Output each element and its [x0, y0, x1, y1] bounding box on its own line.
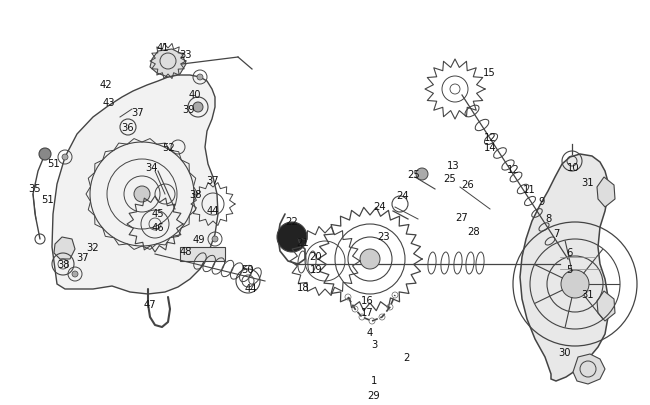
Text: 41: 41: [157, 43, 169, 53]
Text: 24: 24: [396, 190, 410, 200]
Text: 43: 43: [103, 98, 115, 108]
Circle shape: [39, 149, 51, 161]
Circle shape: [197, 75, 203, 81]
Text: 28: 28: [468, 226, 480, 237]
Text: 37: 37: [77, 252, 89, 262]
Text: 39: 39: [183, 105, 195, 115]
Text: 29: 29: [368, 390, 380, 400]
Text: 47: 47: [144, 299, 156, 309]
Text: 44: 44: [207, 205, 219, 215]
Text: 22: 22: [285, 216, 298, 226]
Text: 19: 19: [309, 264, 322, 274]
Text: 3: 3: [371, 339, 377, 349]
Polygon shape: [52, 76, 218, 294]
Text: 20: 20: [309, 252, 322, 261]
Circle shape: [212, 237, 218, 243]
Circle shape: [416, 168, 428, 181]
Text: 38: 38: [58, 259, 70, 269]
Circle shape: [193, 103, 203, 113]
Polygon shape: [597, 291, 615, 321]
Text: 25: 25: [408, 170, 421, 179]
Text: 15: 15: [482, 68, 495, 78]
Text: 36: 36: [122, 123, 135, 133]
Polygon shape: [520, 155, 608, 381]
Text: 13: 13: [447, 161, 460, 171]
Text: 2: 2: [403, 352, 410, 362]
Text: 17: 17: [361, 307, 373, 317]
Text: 51: 51: [42, 194, 55, 205]
Text: 30: 30: [559, 347, 571, 357]
Text: 34: 34: [146, 162, 158, 173]
Text: 52: 52: [162, 143, 176, 153]
Circle shape: [72, 271, 78, 277]
Text: 46: 46: [151, 222, 164, 232]
Polygon shape: [150, 50, 186, 78]
Text: 31: 31: [582, 289, 594, 299]
Text: 35: 35: [29, 183, 42, 194]
Text: 40: 40: [188, 90, 202, 100]
Text: 14: 14: [484, 143, 497, 153]
Circle shape: [277, 222, 307, 252]
Text: 4: 4: [367, 327, 373, 337]
Text: 1: 1: [370, 375, 377, 385]
Text: 49: 49: [192, 234, 205, 244]
Text: 27: 27: [456, 213, 469, 222]
Text: 24: 24: [374, 202, 386, 211]
Text: 25: 25: [443, 174, 456, 183]
Text: 37: 37: [132, 108, 144, 118]
Text: 21: 21: [296, 237, 309, 247]
Text: 6: 6: [566, 247, 572, 257]
Text: 8: 8: [546, 213, 552, 224]
Text: 12: 12: [506, 164, 519, 175]
Text: 18: 18: [296, 282, 309, 292]
Polygon shape: [573, 354, 605, 384]
Text: 33: 33: [180, 50, 192, 60]
Text: 45: 45: [151, 209, 164, 218]
Text: 12: 12: [484, 133, 497, 143]
Text: 5: 5: [566, 264, 572, 274]
Text: 42: 42: [99, 80, 112, 90]
Text: 7: 7: [552, 228, 559, 239]
Circle shape: [561, 270, 589, 298]
Text: 9: 9: [539, 196, 545, 207]
Polygon shape: [180, 247, 225, 261]
Text: 26: 26: [462, 179, 474, 190]
Text: 11: 11: [523, 185, 536, 194]
Circle shape: [360, 249, 380, 269]
Circle shape: [134, 187, 150, 202]
Text: 51: 51: [47, 159, 60, 168]
Text: 38: 38: [190, 190, 202, 200]
Text: 32: 32: [86, 243, 99, 252]
Text: 48: 48: [180, 246, 192, 256]
Text: 23: 23: [378, 231, 390, 241]
Text: 10: 10: [567, 162, 579, 173]
Text: 31: 31: [582, 177, 594, 188]
Text: 16: 16: [361, 295, 373, 305]
Polygon shape: [597, 177, 615, 207]
Circle shape: [62, 155, 68, 161]
Polygon shape: [54, 237, 75, 259]
Text: 44: 44: [245, 284, 257, 293]
Text: 50: 50: [242, 264, 254, 274]
Text: 37: 37: [207, 175, 219, 185]
